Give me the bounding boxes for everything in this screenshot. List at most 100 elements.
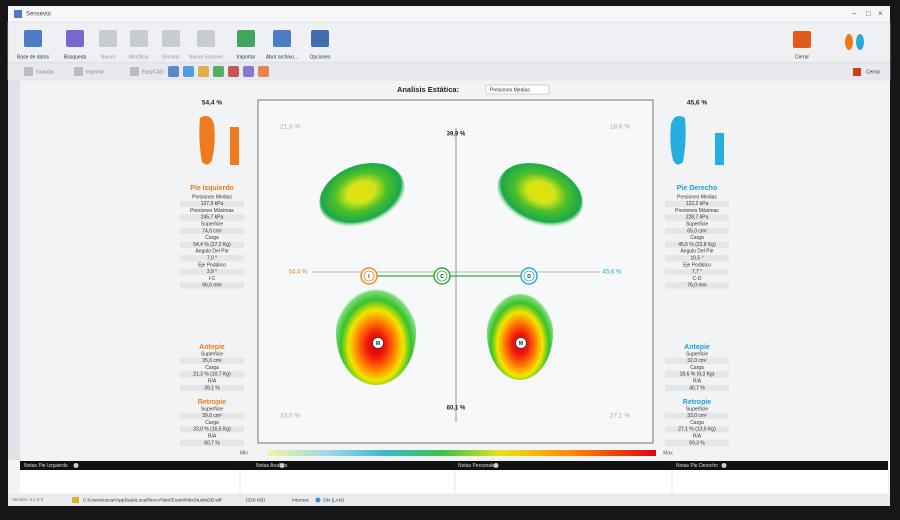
- metric-label: Eje Podálico: [683, 262, 711, 268]
- view-icon[interactable]: [168, 66, 179, 77]
- notes-add[interactable]: [279, 463, 285, 468]
- notes-add[interactable]: [493, 463, 499, 468]
- subtoolbar-icon[interactable]: [74, 67, 83, 76]
- subtoolbar: [7, 62, 891, 81]
- metric-label: Angulo Del Pie: [195, 249, 228, 255]
- subtoolbar-close-icon[interactable]: [853, 68, 861, 76]
- foot-load: 45,6 %: [687, 100, 707, 107]
- metric-value: 45,6 % (22,8 Kg): [678, 242, 716, 248]
- metric-label: Presiones Medias: [192, 194, 232, 200]
- subtoolbar-button-label[interactable]: EasyCAD: [142, 69, 164, 75]
- metric-value: 60,7 %: [204, 440, 220, 446]
- toolbar-button-label[interactable]: Abrir archivo...: [266, 54, 298, 60]
- metric-value: 245,7 kPa: [201, 215, 224, 221]
- plot-area: [257, 99, 654, 444]
- notes-area[interactable]: [20, 470, 888, 493]
- subtoolbar-icon[interactable]: [130, 67, 139, 76]
- metric-value: 127,9 kPa: [201, 201, 224, 207]
- db-size: (320 KB): [246, 497, 265, 503]
- subtoolbar-close-label[interactable]: Cerrar: [866, 69, 881, 75]
- metric-value: 66,6 mm: [202, 283, 221, 289]
- metric-value: 7,7 °: [692, 269, 702, 275]
- view-icon[interactable]: [213, 66, 224, 77]
- metric-value-bg: [180, 282, 244, 289]
- metric-value-bg: [180, 412, 244, 419]
- metric-label: Superficie: [686, 222, 708, 228]
- metric-value-bg: [180, 227, 244, 235]
- metric-value: 39,1 %: [204, 385, 220, 391]
- toolbar-button-label[interactable]: Eliminar: [162, 54, 180, 60]
- metric-label: Carga: [205, 235, 219, 241]
- foot-load: 54,4 %: [202, 100, 222, 107]
- toolbar-button-label[interactable]: Nuevo: [101, 54, 116, 60]
- toolbar-icon[interactable]: [24, 30, 42, 47]
- subtoolbar-button-label[interactable]: Imprimir: [86, 69, 104, 75]
- feet-logo-right: [856, 34, 864, 50]
- metric-label: Superficie: [201, 406, 223, 412]
- toolbar-icon[interactable]: [197, 30, 215, 47]
- view-icon[interactable]: [183, 66, 194, 77]
- notes-add[interactable]: [721, 463, 727, 468]
- color-scale: [268, 450, 656, 456]
- toolbar-icon[interactable]: [237, 30, 255, 47]
- toolbar-button-label[interactable]: Base de datos: [17, 54, 49, 60]
- heatmap-right-heel: [487, 286, 553, 380]
- heatmap-group: [319, 163, 583, 385]
- metric-label: Carga: [205, 420, 219, 426]
- marker-inner: [523, 270, 535, 282]
- side-strip: [8, 80, 20, 460]
- metric-value-bg: [180, 200, 244, 207]
- metric-value-bg: [180, 241, 244, 248]
- view-icon[interactable]: [258, 66, 269, 77]
- view-icon[interactable]: [228, 66, 239, 77]
- metric-value: 27,1 % (13,5 Kg): [678, 427, 716, 433]
- view-icon[interactable]: [243, 66, 254, 77]
- load-bar: [715, 133, 724, 165]
- section-title: Retropie: [198, 399, 227, 406]
- maximize[interactable]: □: [866, 9, 871, 18]
- minimize[interactable]: –: [852, 9, 857, 18]
- metric-value-bg: [180, 255, 244, 262]
- metric-value-bg: [180, 439, 244, 447]
- metric-label: Superficie: [686, 406, 708, 412]
- peak-label: M: [519, 341, 523, 347]
- subtoolbar-button-label[interactable]: Guardar: [36, 69, 55, 75]
- toolbar-icon[interactable]: [311, 30, 329, 47]
- view-icon[interactable]: [198, 66, 209, 77]
- metric-value-bg: [180, 384, 244, 392]
- foot-title: Pie Derecho: [677, 185, 717, 192]
- axis-label: 60,1 %: [447, 406, 466, 412]
- metric-value-bg: [665, 255, 729, 262]
- toolbar-close-label[interactable]: Cerrar: [795, 54, 810, 60]
- notes-label: Notas Personales: [458, 463, 498, 469]
- analysis-label: Analisis Estática:: [397, 85, 459, 94]
- subtoolbar-icon[interactable]: [24, 67, 33, 76]
- close-window[interactable]: ×: [878, 9, 883, 18]
- metric-value: 10,5 °: [690, 256, 703, 262]
- metric-value: 7,0 °: [207, 256, 217, 262]
- toolbar-icon[interactable]: [130, 30, 148, 47]
- title-bar: [8, 6, 890, 22]
- metric-value-bg: [665, 268, 729, 275]
- metric-label: I-C: [209, 276, 216, 282]
- notes-add[interactable]: [73, 463, 79, 468]
- toolbar-icon[interactable]: [273, 30, 291, 47]
- toolbar-button-label[interactable]: Modificar: [129, 54, 150, 60]
- metric-value: 35,0 cm²: [202, 358, 222, 364]
- quadrant-label: 18,6 %: [610, 124, 630, 131]
- toolbar-button-label[interactable]: Importar: [237, 54, 256, 60]
- metric-value-bg: [665, 227, 729, 235]
- toolbar-icon[interactable]: [162, 30, 180, 47]
- metric-label: Presiones Máximas: [675, 208, 719, 214]
- toolbar-button-label[interactable]: Búsqueda: [64, 54, 87, 60]
- heatmap-left-forefoot: [319, 163, 405, 227]
- mode-dropdown[interactable]: [485, 84, 550, 95]
- heatmap-right-forefoot: [497, 163, 583, 227]
- toolbar-icon[interactable]: [66, 30, 84, 47]
- toolbar-button-label[interactable]: Opciones: [309, 54, 331, 60]
- toolbar-icon[interactable]: [99, 30, 117, 47]
- connection-status: ON (LAN): [323, 497, 344, 503]
- toolbar-button-label[interactable]: Nuevo Examen: [189, 54, 223, 60]
- close-icon[interactable]: [793, 31, 811, 48]
